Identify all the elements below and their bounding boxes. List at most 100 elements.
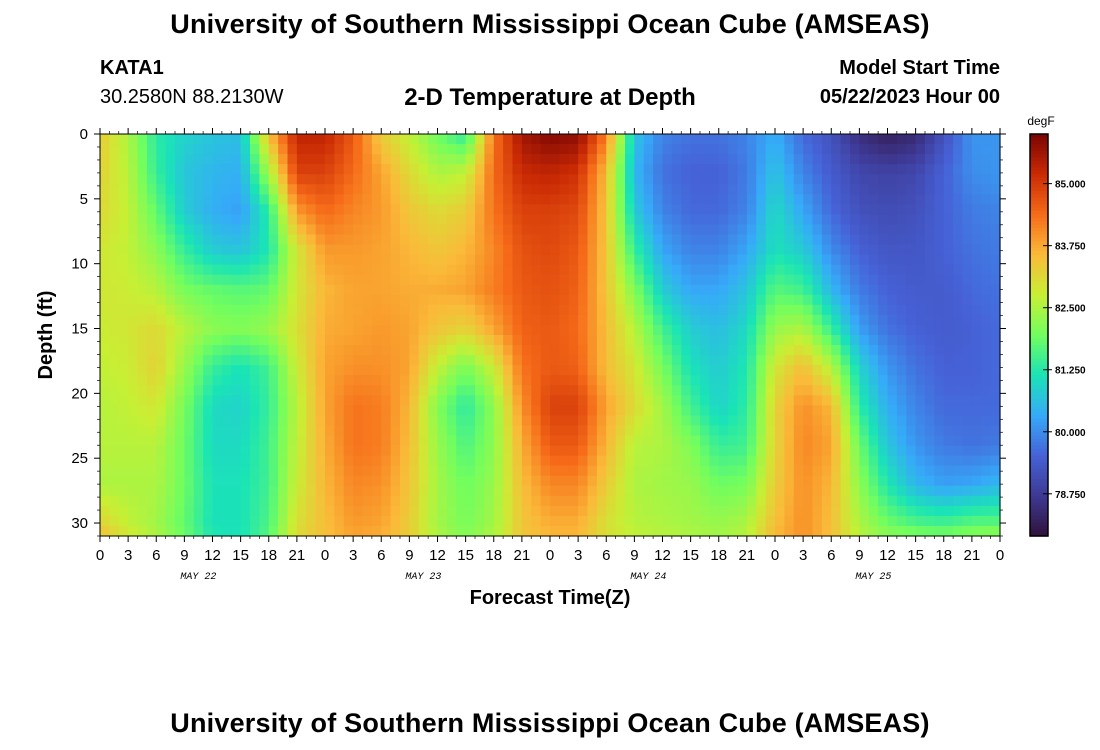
heatmap-cell [296, 335, 307, 346]
heatmap-cell [250, 154, 260, 165]
heatmap-cell [137, 375, 148, 386]
heatmap-cell [165, 264, 176, 276]
heatmap-cell [428, 204, 439, 215]
heatmap-cell [465, 395, 476, 406]
heatmap-cell [681, 174, 692, 185]
heatmap-cell [296, 475, 307, 487]
heatmap-cell [437, 314, 448, 326]
heatmap-cell [821, 234, 832, 246]
heatmap-cell [596, 264, 607, 276]
heatmap-cell [512, 395, 523, 406]
heatmap-cell [859, 515, 870, 527]
heatmap-cell [362, 154, 373, 165]
heatmap-cell [953, 164, 964, 175]
heatmap-cell [859, 425, 870, 437]
heatmap-cell [278, 465, 289, 477]
heatmap-cell [681, 395, 692, 406]
heatmap-cell [418, 284, 429, 296]
heatmap-cell [287, 134, 298, 145]
heatmap-cell [175, 415, 185, 427]
heatmap-cell [831, 495, 842, 507]
heatmap-cell [550, 144, 560, 155]
heatmap-cell [859, 445, 870, 457]
heatmap-cell [100, 274, 110, 286]
heatmap-cell [793, 415, 804, 427]
heatmap-cell [587, 214, 598, 226]
heatmap-cell [700, 294, 710, 306]
heatmap-cell [156, 224, 167, 236]
heatmap-cell [896, 284, 907, 296]
heatmap-cell [371, 365, 382, 376]
heatmap-cell [831, 345, 842, 356]
heatmap-cell [568, 405, 579, 416]
heatmap-cell [184, 395, 195, 406]
heatmap-cell [962, 214, 973, 226]
heatmap-cell [193, 154, 204, 165]
heatmap-cell [156, 445, 167, 457]
heatmap-cell [878, 405, 889, 416]
heatmap-cell [240, 294, 251, 306]
heatmap-cell [465, 495, 476, 507]
heatmap-cell [934, 144, 945, 155]
heatmap-cell [456, 435, 467, 447]
heatmap-cell [671, 194, 682, 205]
heatmap-cell [596, 455, 607, 467]
heatmap-cell [587, 345, 598, 356]
heatmap-cell [353, 505, 364, 517]
heatmap-cell [306, 355, 317, 366]
colorbar-band [1030, 345, 1048, 349]
heatmap-cell [493, 405, 504, 416]
heatmap-cell [315, 174, 326, 185]
heatmap-cell [990, 335, 1001, 346]
heatmap-cell [259, 485, 270, 497]
heatmap-cell [315, 164, 326, 175]
heatmap-cell [418, 224, 429, 236]
heatmap-cell [128, 395, 139, 406]
heatmap-cell [943, 304, 954, 316]
heatmap-cell [390, 184, 401, 195]
heatmap-cell [850, 274, 860, 286]
heatmap-cell [662, 294, 673, 306]
heatmap-cell [390, 204, 401, 215]
heatmap-cell [146, 335, 157, 346]
heatmap-cell [821, 314, 832, 326]
heatmap-cell [803, 254, 814, 266]
heatmap-cell [718, 525, 729, 537]
heatmap-cell [906, 455, 917, 467]
heatmap-cell [606, 174, 617, 185]
heatmap-cell [981, 174, 992, 185]
heatmap-cell [465, 204, 476, 215]
heatmap-cell [690, 485, 701, 497]
heatmap-cell [418, 174, 429, 185]
heatmap-cell [606, 375, 617, 386]
heatmap-cell [409, 365, 420, 376]
heatmap-cell [137, 385, 148, 396]
heatmap-cell [465, 174, 476, 185]
heatmap-cell [540, 465, 551, 477]
heatmap-cell [765, 365, 776, 376]
heatmap-cell [137, 345, 148, 356]
heatmap-cell [709, 304, 720, 316]
heatmap-cell [906, 284, 917, 296]
heatmap-cell [175, 304, 185, 316]
heatmap-cell [550, 254, 560, 266]
heatmap-cell [446, 324, 457, 336]
heatmap-cell [878, 254, 889, 266]
heatmap-cell [493, 184, 504, 195]
heatmap-cell [934, 164, 945, 175]
heatmap-cell [981, 335, 992, 346]
heatmap-cell [521, 324, 532, 336]
heatmap-cell [287, 475, 298, 487]
heatmap-cell [334, 445, 345, 457]
heatmap-cell [868, 425, 879, 437]
heatmap-cell [475, 525, 485, 537]
heatmap-cell [212, 324, 223, 336]
heatmap-cell [887, 335, 898, 346]
heatmap-cell [596, 335, 607, 346]
heatmap-cell [596, 244, 607, 256]
heatmap-cell [146, 515, 157, 527]
heatmap-cell [578, 515, 589, 527]
heatmap-cell [315, 264, 326, 276]
colorbar-band [1030, 515, 1048, 520]
heatmap-cell [156, 254, 167, 266]
